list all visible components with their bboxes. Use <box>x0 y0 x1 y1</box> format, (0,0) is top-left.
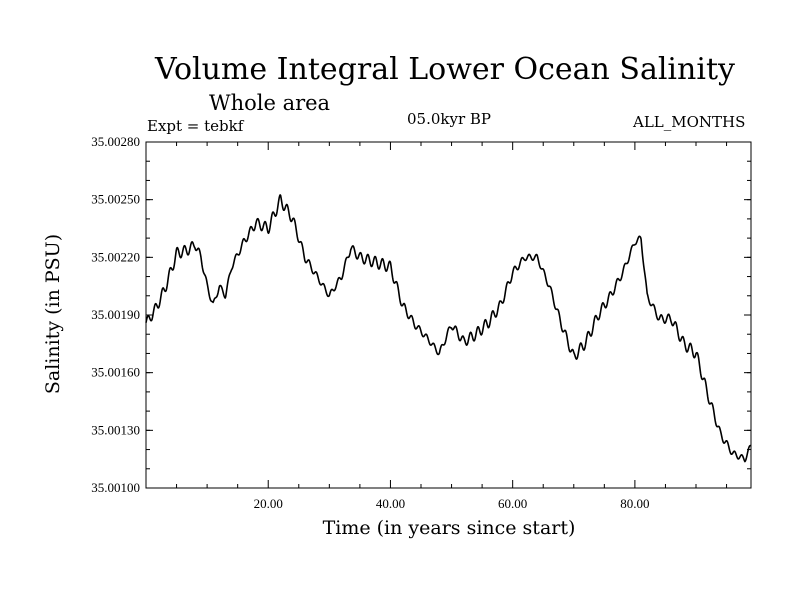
x-tick-label: 80.00 <box>620 496 649 511</box>
y-tick-label: 35.00160 <box>91 365 140 380</box>
x-tick-label: 20.00 <box>254 496 283 511</box>
x-tick-label: 60.00 <box>498 496 527 511</box>
y-tick-label: 35.00250 <box>91 192 140 207</box>
y-tick-label: 35.00220 <box>91 249 140 264</box>
x-axis-label: Time (in years since start) <box>322 517 576 539</box>
experiment-label: Expt = tebkf <box>147 117 244 135</box>
y-tick-label: 35.00100 <box>91 480 140 495</box>
axis-ticks: 35.00100 35.00130 35.00160 35.00190 35.00220… <box>91 134 751 511</box>
y-tick-label: 35.00190 <box>91 307 140 322</box>
x-tick-label: 40.00 <box>376 496 405 511</box>
months-label: ALL_MONTHS <box>633 113 746 131</box>
salinity-series-line <box>145 194 752 463</box>
y-tick-label: 35.00130 <box>91 422 140 437</box>
period-label: 05.0kyr BP <box>407 110 492 128</box>
y-axis-label: Salinity (in PSU) <box>42 233 64 395</box>
chart-subtitle: Whole area <box>209 91 331 115</box>
y-tick-label: 35.00280 <box>91 134 140 149</box>
chart-title: Volume Integral Lower Ocean Salinity <box>155 52 735 87</box>
